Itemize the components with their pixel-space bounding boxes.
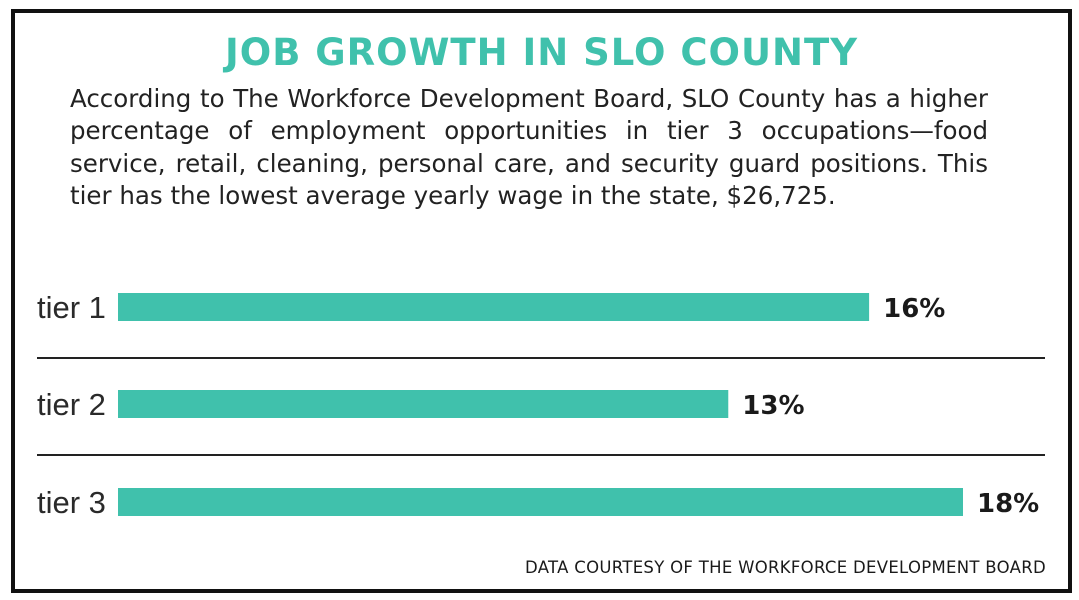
chart-title: JOB GROWTH IN SLO COUNTY [224, 31, 859, 74]
chart-description: According to The Workforce Development B… [70, 84, 988, 210]
category-label-3: tier 3 [37, 485, 106, 520]
value-label-3: 18% [977, 489, 1039, 519]
category-label-1: tier 1 [37, 290, 106, 325]
bar-chart: tier 1 16% tier 2 13% tier 3 18% [37, 290, 1045, 520]
category-label-2: tier 2 [37, 387, 106, 422]
infographic-frame: JOB GROWTH IN SLO COUNTY According to Th… [11, 9, 1072, 593]
bar-3 [118, 488, 963, 516]
source-credit: DATA COURTESY OF THE WORKFORCE DEVELOPME… [525, 558, 1046, 577]
bar-1 [118, 293, 870, 321]
value-label-2: 13% [742, 391, 804, 421]
value-label-1: 16% [883, 294, 945, 324]
bar-2 [118, 390, 729, 418]
